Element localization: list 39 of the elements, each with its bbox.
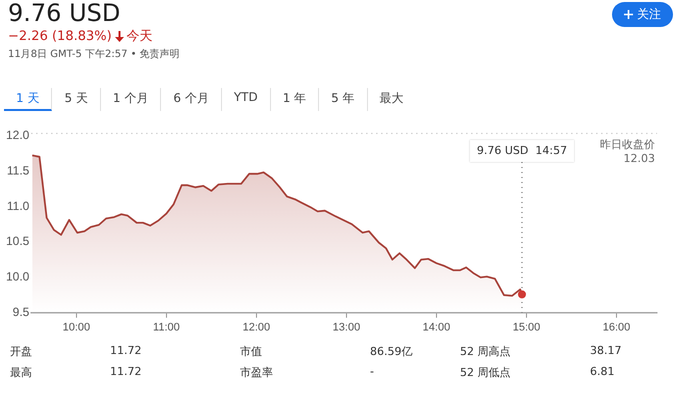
text: 52 周低点 <box>460 365 512 380</box>
y-tick-label: 10.0 <box>6 270 30 284</box>
text: 6.81 <box>590 365 616 380</box>
text: 11.72 <box>110 344 142 359</box>
text: 5 天 <box>52 88 101 111</box>
x-tick-label: 16:00 <box>602 321 630 334</box>
text: 5 年 <box>319 88 368 111</box>
text: 开盘 <box>10 344 33 359</box>
y-tick-label: 9.5 <box>12 305 30 320</box>
y-tick-label: 11.0 <box>6 198 30 213</box>
text: 38.17 <box>590 344 622 359</box>
x-tick-label: 13:00 <box>332 321 360 334</box>
y-tick-label: 11.5 <box>6 163 30 178</box>
text: - <box>370 365 375 380</box>
x-tick-label: 14:00 <box>422 321 450 334</box>
y-tick-label: 10.5 <box>6 234 30 248</box>
text: 1 天 <box>4 88 52 111</box>
text: YTD <box>222 88 271 111</box>
text: 1 年 <box>270 88 320 111</box>
x-tick-label: 11:00 <box>153 321 180 334</box>
text: 关注 <box>637 6 661 23</box>
ref-line-label: 昨日收盘价 12.03 <box>600 138 655 165</box>
x-tick-label: 12:00 <box>242 321 270 334</box>
y-tick-label: 12.0 <box>6 128 30 142</box>
x-tick-label: 10:00 <box>62 321 90 334</box>
chart-subtitle: −2.26 (18.83%) 今天 <box>8 28 153 45</box>
text: 市值 <box>240 344 263 359</box>
text: 11.72 <box>110 365 142 380</box>
text: 市盈率 <box>240 365 274 380</box>
text: 86.59亿 <box>370 344 414 359</box>
x-tick-label: 15:00 <box>512 321 540 334</box>
text: 1 个月 <box>100 88 162 111</box>
text: 最大 <box>378 90 405 107</box>
chart-title: 9.76 USD <box>8 0 120 27</box>
text: 6 个月 <box>161 88 222 111</box>
text: 最高 <box>10 365 33 380</box>
text: 52 周高点 <box>460 344 512 359</box>
annotation: 9.76 USD 14:57 <box>476 144 568 157</box>
text: 11月8日 GMT-5 下午2:57 • 免责声明 <box>8 48 180 61</box>
